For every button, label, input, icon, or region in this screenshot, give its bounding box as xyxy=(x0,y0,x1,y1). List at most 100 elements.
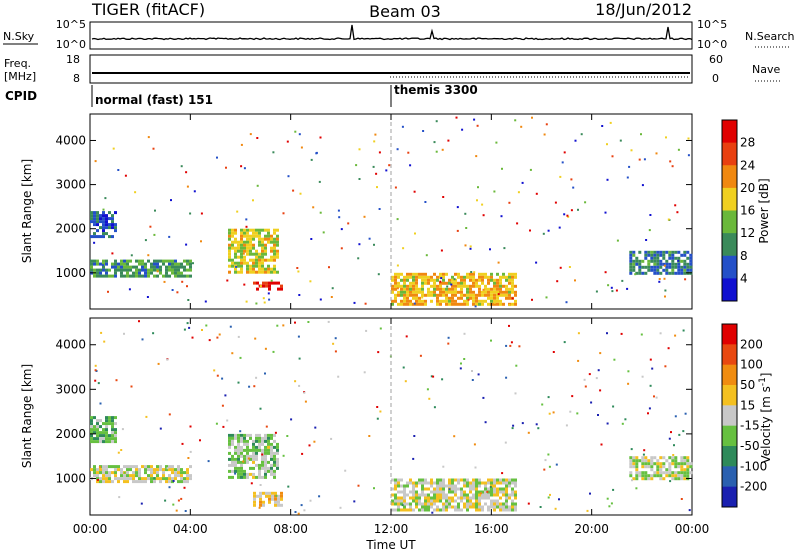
echo-cell xyxy=(632,250,636,254)
echo-cell xyxy=(635,271,639,275)
echo-cell xyxy=(150,262,153,266)
echo-cell xyxy=(493,299,496,303)
echo-cell xyxy=(265,494,268,498)
echo-point xyxy=(547,496,550,499)
echo-cell xyxy=(246,243,249,247)
echo-cell xyxy=(252,231,255,235)
echo-cell xyxy=(102,235,105,239)
echo-cell xyxy=(111,422,114,426)
echo-cell xyxy=(460,493,463,497)
echo-point xyxy=(464,244,467,247)
echo-point xyxy=(616,239,619,242)
echo-cell xyxy=(686,465,690,469)
echo-cell xyxy=(252,475,255,479)
echo-point xyxy=(282,212,285,215)
echo-cell xyxy=(451,487,454,491)
echo-cell xyxy=(403,293,406,297)
echo-cell xyxy=(460,499,463,503)
echo-cell xyxy=(93,416,96,420)
echo-point xyxy=(239,356,242,359)
echo-cell xyxy=(189,274,192,278)
echo-cell xyxy=(186,474,189,478)
echo-cell xyxy=(228,445,231,449)
echo-cell xyxy=(493,505,496,509)
echo-cell xyxy=(469,278,472,282)
echo-cell xyxy=(433,508,436,512)
echo-cell xyxy=(490,287,493,291)
echo-cell xyxy=(665,250,669,254)
echo-cell xyxy=(674,462,678,466)
echo-cell xyxy=(252,442,255,446)
echo-cell xyxy=(114,468,117,472)
echo-cell xyxy=(391,287,394,291)
echo-cell xyxy=(454,284,457,288)
echo-cell xyxy=(231,258,234,262)
echo-cell xyxy=(102,477,105,481)
echo-point xyxy=(682,430,685,433)
echo-point xyxy=(147,136,150,139)
echo-cell xyxy=(391,290,394,294)
freq-panel-frame xyxy=(89,54,693,84)
colorbar-segment xyxy=(722,142,737,166)
echo-point xyxy=(378,151,381,154)
echo-cell xyxy=(478,481,481,485)
echo-cell xyxy=(659,462,663,466)
echo-cell xyxy=(111,437,114,441)
echo-cell xyxy=(186,262,189,266)
echo-point xyxy=(645,239,648,241)
echo-point xyxy=(680,498,683,500)
echo-cell xyxy=(505,478,508,482)
echo-point xyxy=(94,369,97,372)
echo-point xyxy=(481,203,484,206)
echo-point xyxy=(207,460,210,463)
echo-cell xyxy=(644,462,648,466)
echo-cell xyxy=(677,262,681,266)
echo-cell xyxy=(231,261,234,265)
echo-point xyxy=(310,158,313,161)
echo-cell xyxy=(647,477,651,481)
echo-cell xyxy=(466,493,469,497)
echo-cell xyxy=(511,290,514,294)
echo-cell xyxy=(267,460,270,464)
echo-cell xyxy=(240,234,243,238)
echo-cell xyxy=(478,478,481,482)
echo-cell xyxy=(162,274,165,278)
echo-cell xyxy=(234,240,237,244)
echo-cell xyxy=(653,456,657,460)
echo-cell xyxy=(406,287,409,291)
echo-cell xyxy=(237,442,240,446)
echo-cell xyxy=(252,270,255,274)
echo-cell xyxy=(403,299,406,303)
echo-cell xyxy=(165,274,168,278)
echo-cell xyxy=(228,270,231,274)
echo-cell xyxy=(135,265,138,269)
echo-point xyxy=(102,208,105,211)
echo-cell xyxy=(659,474,663,478)
echo-cell xyxy=(264,448,267,452)
echo-cell xyxy=(653,259,657,263)
echo-cell xyxy=(493,293,496,297)
echo-cell xyxy=(171,262,174,266)
echo-cell xyxy=(433,499,436,503)
echo-cell xyxy=(427,293,430,297)
echo-point xyxy=(308,444,311,447)
echo-cell xyxy=(653,250,657,254)
echo-point xyxy=(673,444,675,447)
echo-cell xyxy=(400,478,403,482)
figure-title: TIGER (fitACF) xyxy=(91,0,205,19)
echo-point xyxy=(261,453,264,456)
echo-cell xyxy=(442,508,445,512)
echo-cell xyxy=(261,261,264,265)
echo-cell xyxy=(240,463,243,467)
echo-cell xyxy=(674,477,678,481)
echo-cell xyxy=(159,271,162,275)
echo-cell xyxy=(653,471,657,475)
echo-cell xyxy=(415,481,418,485)
echo-cell xyxy=(276,255,279,259)
echo-cell xyxy=(270,454,273,458)
echo-cell xyxy=(662,462,666,466)
echo-cell xyxy=(511,490,514,494)
echo-point xyxy=(469,247,472,250)
echo-cell xyxy=(270,451,273,455)
echo-point xyxy=(245,300,248,303)
